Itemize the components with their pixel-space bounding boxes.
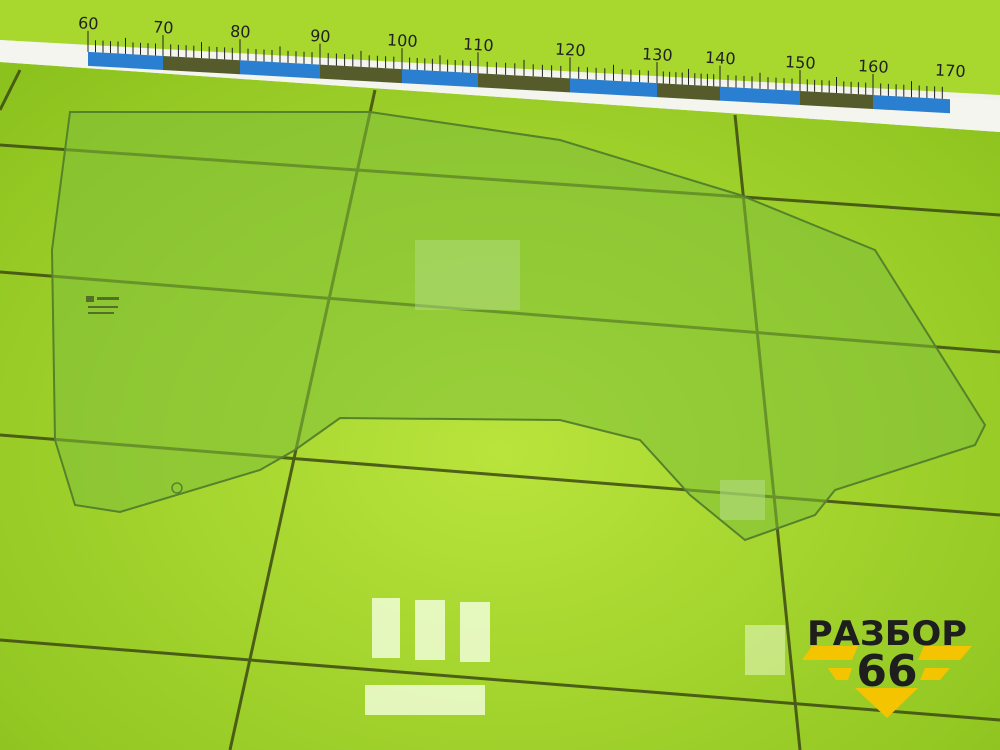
ruler-label: 130 <box>642 44 674 65</box>
ruler-label: 160 <box>858 56 890 77</box>
ruler-band <box>88 51 163 70</box>
ruler-label: 90 <box>310 26 331 46</box>
ruler-band <box>657 83 720 101</box>
ruler-label: 150 <box>785 52 817 73</box>
ruler: 60 70 80 90 100 110 120 130 140 150 160 170 <box>0 0 1000 132</box>
ruler-label: 80 <box>230 22 251 42</box>
ruler-label: 100 <box>387 30 419 51</box>
ruler-label: 110 <box>463 34 495 55</box>
ruler-band <box>873 95 950 114</box>
glass-marking <box>86 296 119 314</box>
ruler-band <box>478 73 570 93</box>
ruler-band <box>720 86 800 105</box>
logo-line1: РАЗБОР <box>807 614 967 654</box>
ruler-band <box>800 91 873 110</box>
ruler-band <box>402 69 478 88</box>
ruler-band <box>240 60 320 79</box>
ruler-label: 70 <box>153 17 174 37</box>
logo-line2: 66 <box>856 646 917 697</box>
ruler-label: 140 <box>705 48 737 69</box>
glass-hole <box>171 482 183 494</box>
ruler-band <box>570 78 657 98</box>
ruler-label: 120 <box>555 40 587 61</box>
ruler-label: 60 <box>78 13 99 33</box>
ruler-band <box>320 64 402 84</box>
car-door-glass <box>50 111 987 542</box>
razbor66-logo: РАЗБОР 66 <box>802 614 972 718</box>
ruler-band <box>163 55 240 75</box>
ruler-label: 170 <box>935 60 967 81</box>
